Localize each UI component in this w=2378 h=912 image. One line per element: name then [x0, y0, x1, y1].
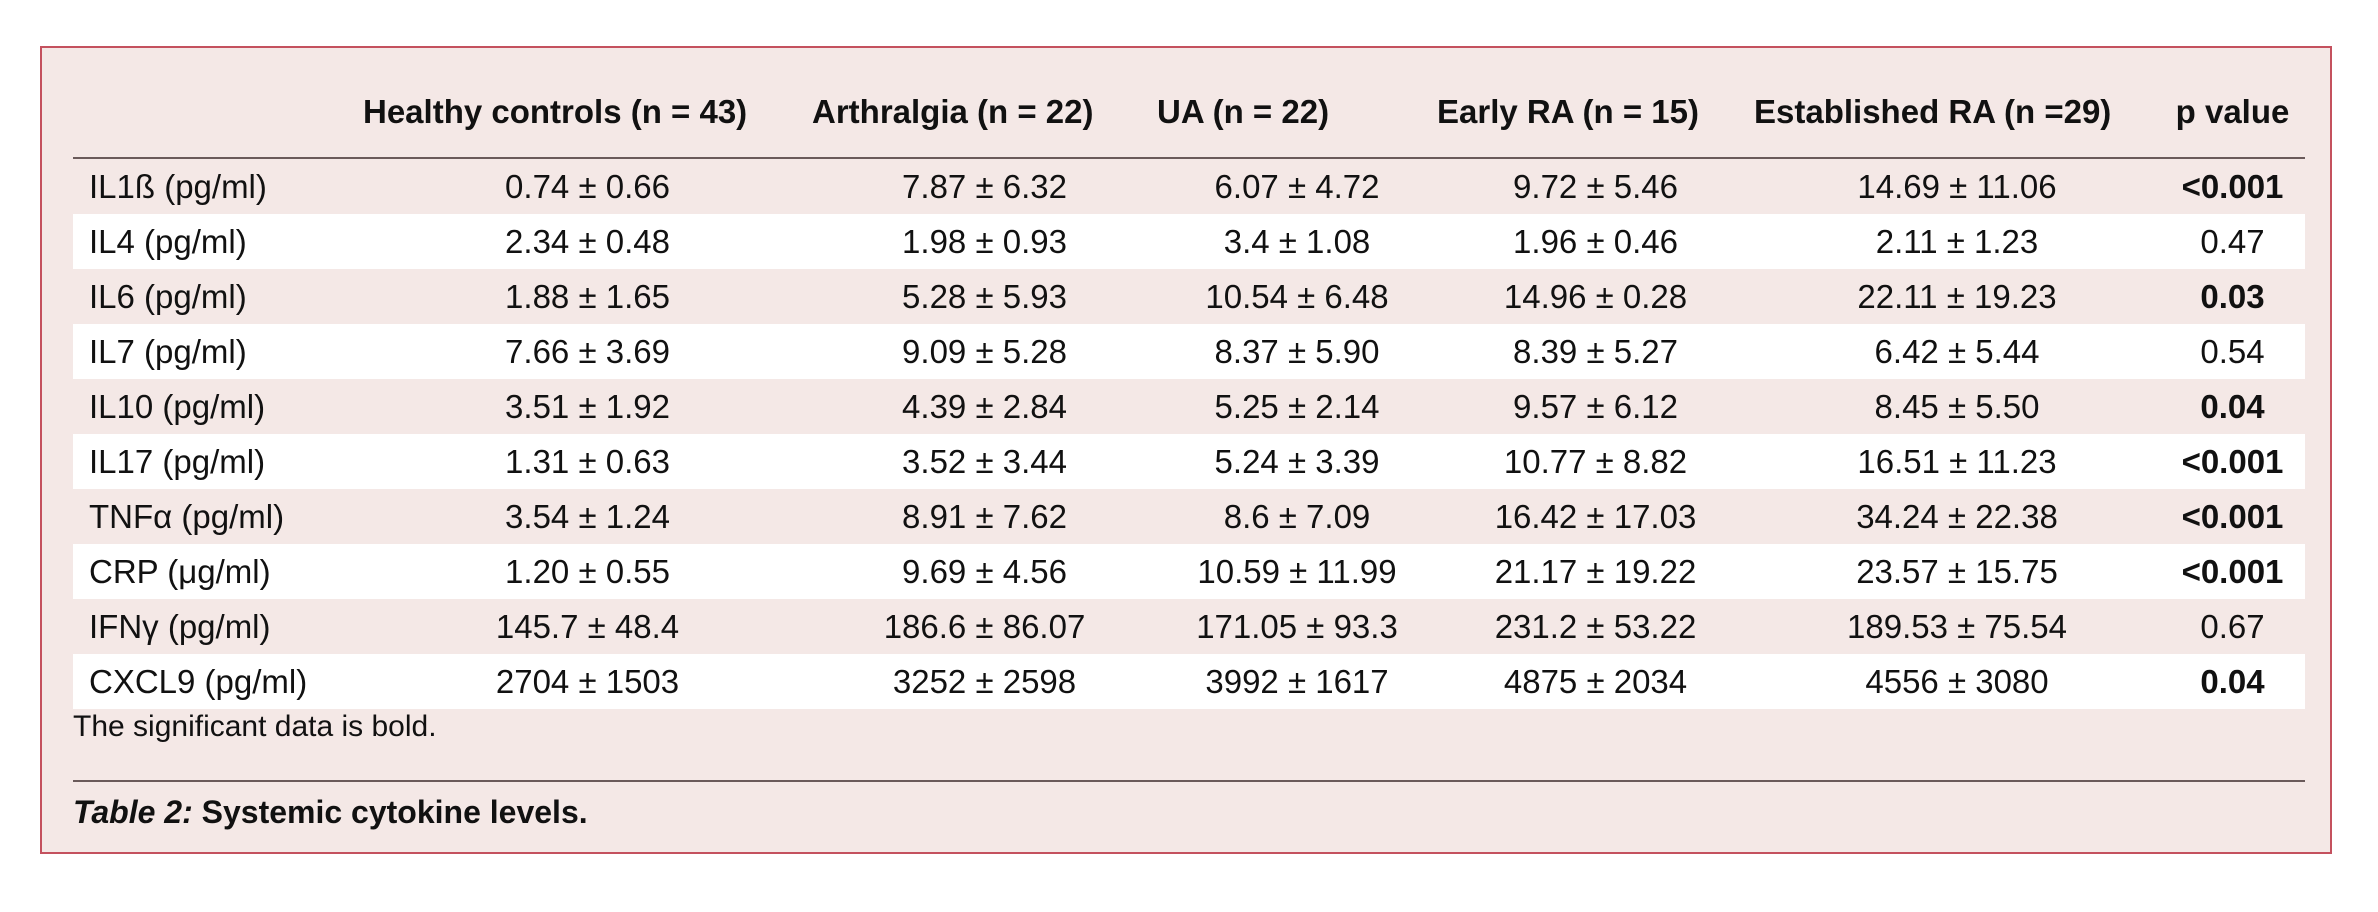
- cell-label: IL10 (pg/ml): [73, 379, 363, 434]
- cell-established-ra: 16.51 ± 11.23: [1754, 434, 2160, 489]
- table-panel: Healthy controls (n = 43) Arthralgia (n …: [40, 46, 2332, 854]
- cell-arthralgia: 7.87 ± 6.32: [812, 158, 1157, 214]
- cell-established-ra: 4556 ± 3080: [1754, 654, 2160, 709]
- cell-arthralgia: 9.69 ± 4.56: [812, 544, 1157, 599]
- cell-healthy-controls: 0.74 ± 0.66: [363, 158, 812, 214]
- header-label: [73, 73, 363, 159]
- cell-ua: 5.24 ± 3.39: [1157, 434, 1437, 489]
- cell-arthralgia: 9.09 ± 5.28: [812, 324, 1157, 379]
- cell-ua: 10.59 ± 11.99: [1157, 544, 1437, 599]
- cell-p-value: 0.54: [2160, 324, 2305, 379]
- cell-label: CXCL9 (pg/ml): [73, 654, 363, 709]
- header-ua: UA (n = 22): [1157, 73, 1437, 159]
- cell-established-ra: 2.11 ± 1.23: [1754, 214, 2160, 269]
- cell-p-value: 0.03: [2160, 269, 2305, 324]
- cell-healthy-controls: 2704 ± 1503: [363, 654, 812, 709]
- cell-established-ra: 22.11 ± 19.23: [1754, 269, 2160, 324]
- cell-early-ra: 21.17 ± 19.22: [1437, 544, 1754, 599]
- significance-note: The significant data is bold.: [73, 710, 437, 743]
- cell-p-value: <0.001: [2160, 158, 2305, 214]
- cell-ua: 6.07 ± 4.72: [1157, 158, 1437, 214]
- table-row: IL1ß (pg/ml) 0.74 ± 0.66 7.87 ± 6.32 6.07 ±…: [73, 158, 2305, 214]
- cell-early-ra: 9.72 ± 5.46: [1437, 158, 1754, 214]
- table-row: IL17 (pg/ml) 1.31 ± 0.63 3.52 ± 3.44 5.24 ±…: [73, 434, 2305, 489]
- header-early-ra: Early RA (n = 15): [1437, 73, 1754, 159]
- header-healthy-controls: Healthy controls (n = 43): [363, 73, 812, 159]
- header-established-ra: Established RA (n =29): [1754, 73, 2160, 159]
- cell-established-ra: 14.69 ± 11.06: [1754, 158, 2160, 214]
- cell-healthy-controls: 2.34 ± 0.48: [363, 214, 812, 269]
- cell-early-ra: 16.42 ± 17.03: [1437, 489, 1754, 544]
- cytokine-table: Healthy controls (n = 43) Arthralgia (n …: [73, 73, 2305, 709]
- cell-early-ra: 10.77 ± 8.82: [1437, 434, 1754, 489]
- cell-established-ra: 8.45 ± 5.50: [1754, 379, 2160, 434]
- cell-p-value: 0.47: [2160, 214, 2305, 269]
- cell-label: IFNγ (pg/ml): [73, 599, 363, 654]
- cell-early-ra: 14.96 ± 0.28: [1437, 269, 1754, 324]
- cell-arthralgia: 3.52 ± 3.44: [812, 434, 1157, 489]
- cell-ua: 3992 ± 1617: [1157, 654, 1437, 709]
- table-row: IL10 (pg/ml) 3.51 ± 1.92 4.39 ± 2.84 5.25 ±…: [73, 379, 2305, 434]
- table-row: IL6 (pg/ml) 1.88 ± 1.65 5.28 ± 5.93 10.54 ±…: [73, 269, 2305, 324]
- cell-established-ra: 6.42 ± 5.44: [1754, 324, 2160, 379]
- cell-early-ra: 9.57 ± 6.12: [1437, 379, 1754, 434]
- cell-healthy-controls: 1.88 ± 1.65: [363, 269, 812, 324]
- header-p-value: p value: [2160, 73, 2305, 159]
- cell-established-ra: 23.57 ± 15.75: [1754, 544, 2160, 599]
- table-row: IL4 (pg/ml) 2.34 ± 0.48 1.98 ± 0.93 3.4 ± 1…: [73, 214, 2305, 269]
- cell-early-ra: 231.2 ± 53.22: [1437, 599, 1754, 654]
- cell-healthy-controls: 7.66 ± 3.69: [363, 324, 812, 379]
- cell-arthralgia: 4.39 ± 2.84: [812, 379, 1157, 434]
- table-row: CRP (μg/ml) 1.20 ± 0.55 9.69 ± 4.56 10.59 ±…: [73, 544, 2305, 599]
- cell-healthy-controls: 1.31 ± 0.63: [363, 434, 812, 489]
- cell-healthy-controls: 3.51 ± 1.92: [363, 379, 812, 434]
- cell-p-value: <0.001: [2160, 544, 2305, 599]
- cell-healthy-controls: 145.7 ± 48.4: [363, 599, 812, 654]
- cell-label: IL7 (pg/ml): [73, 324, 363, 379]
- cell-label: CRP (μg/ml): [73, 544, 363, 599]
- header-arthralgia: Arthralgia (n = 22): [812, 73, 1157, 159]
- cell-ua: 8.6 ± 7.09: [1157, 489, 1437, 544]
- cell-early-ra: 4875 ± 2034: [1437, 654, 1754, 709]
- cell-arthralgia: 3252 ± 2598: [812, 654, 1157, 709]
- cell-arthralgia: 8.91 ± 7.62: [812, 489, 1157, 544]
- cell-ua: 10.54 ± 6.48: [1157, 269, 1437, 324]
- table-body: IL1ß (pg/ml) 0.74 ± 0.66 7.87 ± 6.32 6.07 ±…: [73, 158, 2305, 709]
- cell-arthralgia: 5.28 ± 5.93: [812, 269, 1157, 324]
- cell-p-value: <0.001: [2160, 489, 2305, 544]
- cell-early-ra: 1.96 ± 0.46: [1437, 214, 1754, 269]
- caption-text: Systemic cytokine levels.: [192, 794, 588, 830]
- cell-arthralgia: 1.98 ± 0.93: [812, 214, 1157, 269]
- table-row: CXCL9 (pg/ml) 2704 ± 1503 3252 ± 2598 3992 …: [73, 654, 2305, 709]
- cell-arthralgia: 186.6 ± 86.07: [812, 599, 1157, 654]
- cell-healthy-controls: 3.54 ± 1.24: [363, 489, 812, 544]
- table-row: IL7 (pg/ml) 7.66 ± 3.69 9.09 ± 5.28 8.37 ± …: [73, 324, 2305, 379]
- caption-label: Table 2:: [73, 794, 193, 830]
- cell-p-value: 0.67: [2160, 599, 2305, 654]
- table-row: TNFα (pg/ml) 3.54 ± 1.24 8.91 ± 7.62 8.6 ± …: [73, 489, 2305, 544]
- cell-p-value: <0.001: [2160, 434, 2305, 489]
- cell-p-value: 0.04: [2160, 379, 2305, 434]
- cell-label: IL1ß (pg/ml): [73, 158, 363, 214]
- table-caption: Table 2: Systemic cytokine levels.: [73, 794, 588, 831]
- cell-label: IL6 (pg/ml): [73, 269, 363, 324]
- cell-label: TNFα (pg/ml): [73, 489, 363, 544]
- cell-label: IL4 (pg/ml): [73, 214, 363, 269]
- table-row: IFNγ (pg/ml) 145.7 ± 48.4 186.6 ± 86.07 171…: [73, 599, 2305, 654]
- caption-divider: [73, 780, 2305, 782]
- header-row: Healthy controls (n = 43) Arthralgia (n …: [73, 73, 2305, 159]
- cell-early-ra: 8.39 ± 5.27: [1437, 324, 1754, 379]
- cell-established-ra: 189.53 ± 75.54: [1754, 599, 2160, 654]
- cell-ua: 171.05 ± 93.3: [1157, 599, 1437, 654]
- cell-established-ra: 34.24 ± 22.38: [1754, 489, 2160, 544]
- cell-healthy-controls: 1.20 ± 0.55: [363, 544, 812, 599]
- cell-ua: 8.37 ± 5.90: [1157, 324, 1437, 379]
- cell-ua: 3.4 ± 1.08: [1157, 214, 1437, 269]
- cell-ua: 5.25 ± 2.14: [1157, 379, 1437, 434]
- cell-label: IL17 (pg/ml): [73, 434, 363, 489]
- cell-p-value: 0.04: [2160, 654, 2305, 709]
